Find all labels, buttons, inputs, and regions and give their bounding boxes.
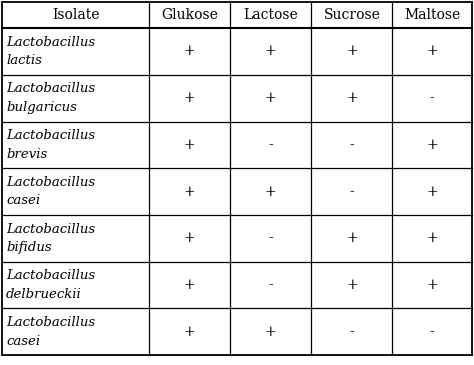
Text: +: + bbox=[426, 231, 438, 245]
Text: bifidus: bifidus bbox=[6, 241, 52, 254]
Text: Lactobacillus: Lactobacillus bbox=[6, 82, 95, 95]
Text: Sucrose: Sucrose bbox=[323, 8, 380, 22]
Text: +: + bbox=[183, 45, 195, 58]
Text: Glukose: Glukose bbox=[161, 8, 218, 22]
Text: -: - bbox=[429, 91, 434, 105]
Text: +: + bbox=[183, 278, 195, 292]
Text: +: + bbox=[346, 45, 358, 58]
Text: casei: casei bbox=[6, 335, 40, 347]
Text: Lactobacillus: Lactobacillus bbox=[6, 223, 95, 235]
Text: Lactobacillus: Lactobacillus bbox=[6, 36, 95, 49]
Text: lactis: lactis bbox=[6, 54, 42, 67]
Text: +: + bbox=[426, 278, 438, 292]
Text: +: + bbox=[346, 91, 358, 105]
Text: +: + bbox=[265, 45, 276, 58]
Text: -: - bbox=[268, 231, 273, 245]
Text: +: + bbox=[265, 91, 276, 105]
Text: -: - bbox=[349, 138, 354, 152]
Text: +: + bbox=[183, 185, 195, 199]
Text: Lactobacillus: Lactobacillus bbox=[6, 176, 95, 189]
Text: delbrueckii: delbrueckii bbox=[6, 288, 82, 301]
Text: -: - bbox=[349, 325, 354, 339]
Text: Lactobacillus: Lactobacillus bbox=[6, 316, 95, 329]
Text: +: + bbox=[426, 138, 438, 152]
Text: Lactobacillus: Lactobacillus bbox=[6, 129, 95, 142]
Text: Lactobacillus: Lactobacillus bbox=[6, 269, 95, 282]
Text: -: - bbox=[268, 138, 273, 152]
Text: -: - bbox=[429, 325, 434, 339]
Text: +: + bbox=[426, 45, 438, 58]
Text: Isolate: Isolate bbox=[52, 8, 100, 22]
Text: casei: casei bbox=[6, 195, 40, 207]
Text: -: - bbox=[268, 278, 273, 292]
Text: bulgaricus: bulgaricus bbox=[6, 101, 77, 114]
Text: Maltose: Maltose bbox=[404, 8, 460, 22]
Text: +: + bbox=[183, 138, 195, 152]
Text: brevis: brevis bbox=[6, 148, 47, 161]
Text: +: + bbox=[265, 185, 276, 199]
Text: +: + bbox=[183, 231, 195, 245]
Text: +: + bbox=[183, 91, 195, 105]
Text: +: + bbox=[183, 325, 195, 339]
Text: +: + bbox=[265, 325, 276, 339]
Text: -: - bbox=[349, 185, 354, 199]
Text: Lactose: Lactose bbox=[243, 8, 298, 22]
Text: +: + bbox=[346, 231, 358, 245]
Text: +: + bbox=[426, 185, 438, 199]
Text: +: + bbox=[346, 278, 358, 292]
